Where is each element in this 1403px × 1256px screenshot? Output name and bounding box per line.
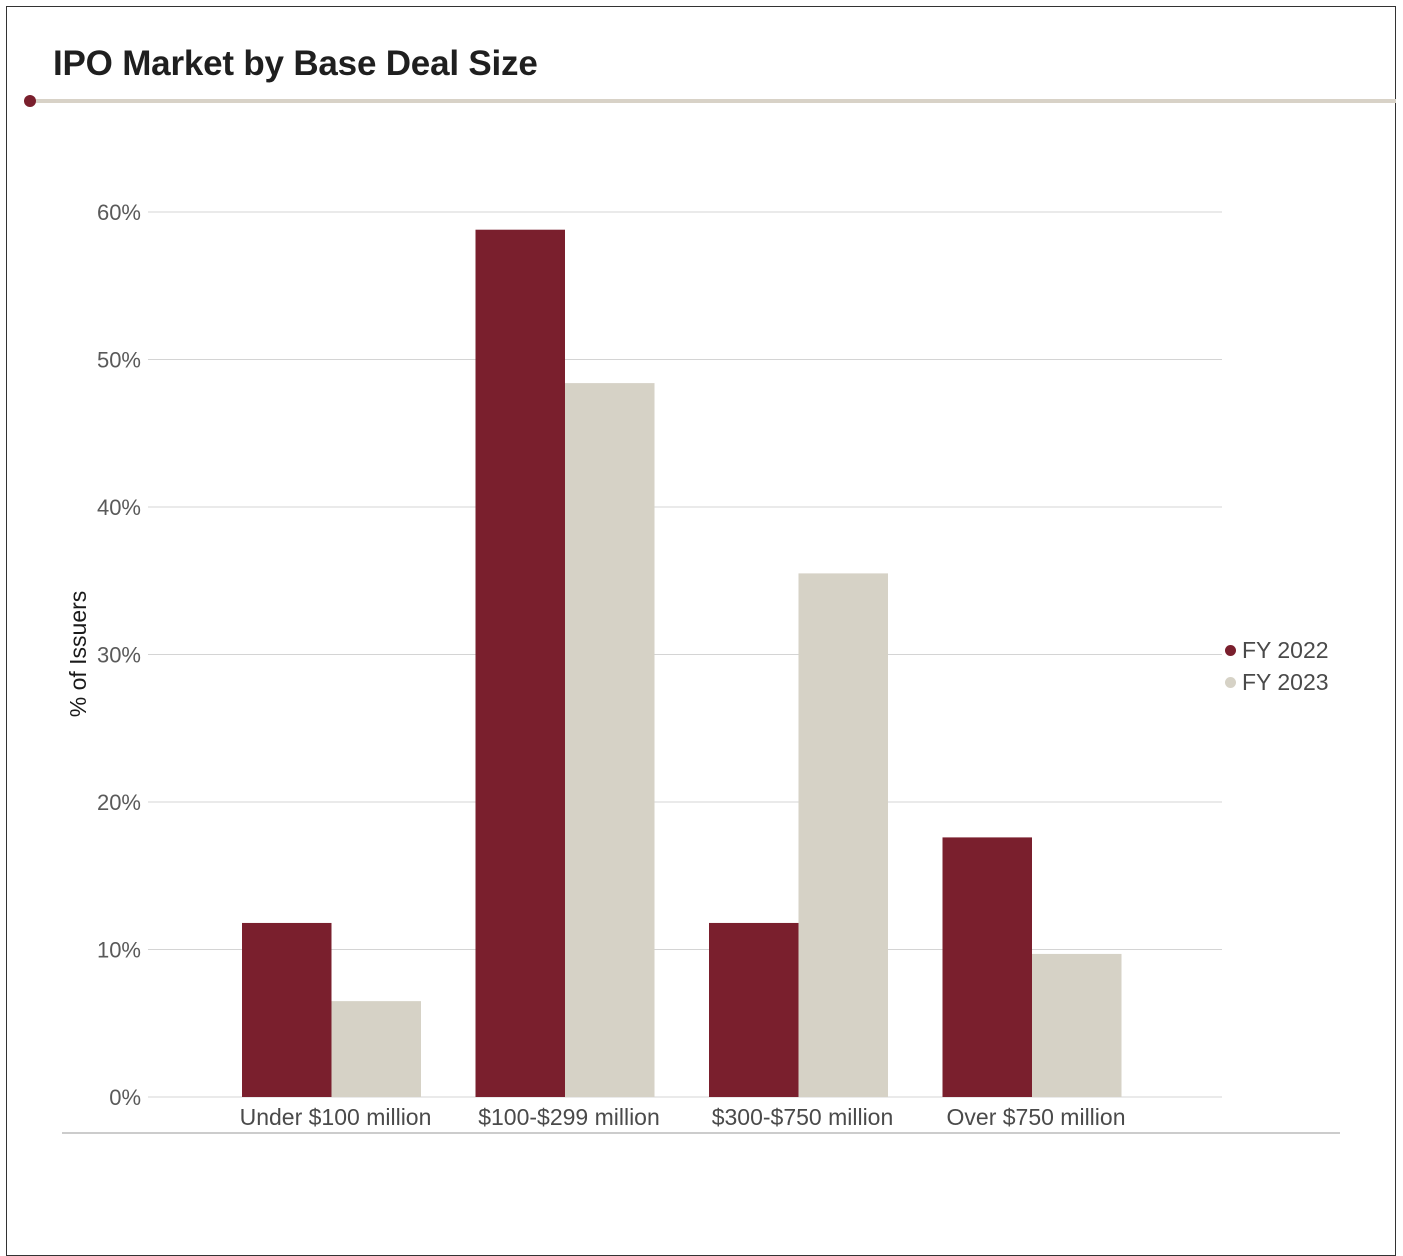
bar-fy2023-3[interactable] (798, 573, 889, 1097)
bar-fy2023-1[interactable] (331, 1001, 422, 1097)
y-axis-label: % of Issuers (65, 591, 91, 718)
y-tick-label: 30% (97, 643, 141, 668)
legend-label-fy2023: FY 2023 (1242, 668, 1329, 695)
y-tick-label: 60% (97, 200, 141, 225)
bar-fy2022-4[interactable] (942, 837, 1033, 1097)
y-tick-label: 20% (97, 790, 141, 815)
y-tick-label: 50% (97, 348, 141, 373)
y-tick-label: 10% (97, 938, 141, 963)
chart-frame (6, 6, 1396, 1256)
x-axis-ticks: Under $100 million $100-$299 million $300-… (240, 1104, 1126, 1130)
bar-fy2022-1[interactable] (242, 922, 332, 1097)
page-title: IPO Market by Base Deal Size (53, 44, 538, 83)
bar-fy2023-2[interactable] (565, 383, 655, 1098)
legend-item-fy2023[interactable]: FY 2023 (1224, 666, 1329, 698)
bar-fy2023-4[interactable] (1032, 953, 1122, 1097)
bar-fy2022-2[interactable] (475, 229, 566, 1097)
legend-swatch-fy2023 (1225, 676, 1236, 688)
bars (242, 229, 1122, 1098)
x-tick-label: $300-$750 million (712, 1104, 894, 1130)
x-tick-label: Over $750 million (947, 1104, 1126, 1130)
title-divider-dot (24, 95, 36, 107)
y-tick-label: 0% (109, 1085, 141, 1110)
y-tick-label: 40% (97, 495, 141, 520)
legend-label-fy2022: FY 2022 (1242, 636, 1329, 663)
bar-fy2022-3[interactable] (709, 922, 799, 1097)
x-tick-label: $100-$299 million (478, 1104, 660, 1130)
x-tick-label: Under $100 million (240, 1104, 432, 1130)
title-divider (30, 99, 1396, 103)
legend-swatch-fy2022 (1225, 644, 1236, 656)
y-axis-ticks: 0% 10% 20% 30% 40% 50% 60% (97, 200, 141, 1110)
legend-item-fy2022[interactable]: FY 2022 (1224, 634, 1329, 666)
legend: FY 2022 FY 2023 (1224, 634, 1329, 698)
